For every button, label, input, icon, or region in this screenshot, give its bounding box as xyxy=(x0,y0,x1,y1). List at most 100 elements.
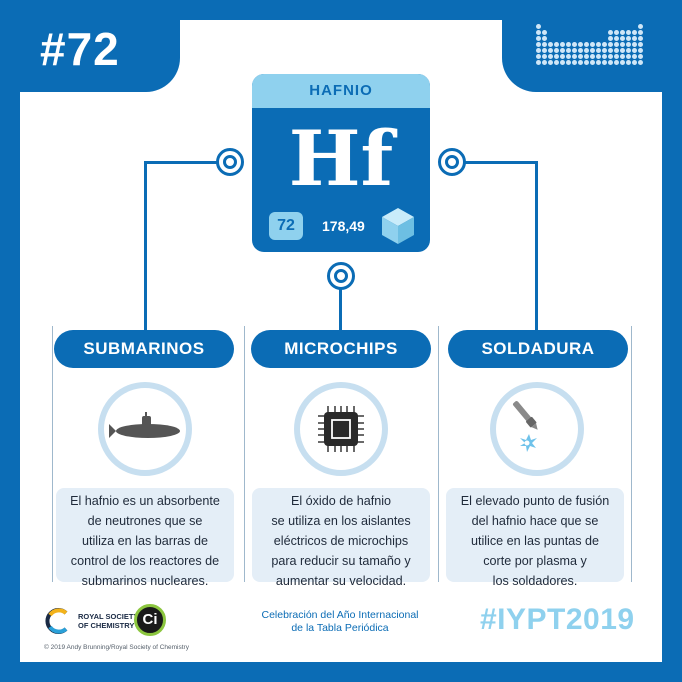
periodic-table-dot xyxy=(638,30,643,35)
periodic-table-dot xyxy=(554,48,559,53)
footer-caption: Celebración del Año Internacional de la … xyxy=(261,609,419,634)
periodic-table-dot xyxy=(632,36,637,41)
periodic-table-dot xyxy=(584,42,589,47)
periodic-table-dot xyxy=(578,48,583,53)
periodic-table-dot xyxy=(572,54,577,59)
periodic-table-dot xyxy=(620,60,625,65)
connector-node-left xyxy=(216,148,244,176)
connector-left-horizontal xyxy=(146,161,230,164)
periodic-table-dot xyxy=(620,30,625,35)
use-title-soldadura: SOLDADURA xyxy=(448,330,628,368)
periodic-table-dot xyxy=(632,30,637,35)
periodic-table-dot xyxy=(566,48,571,53)
submarine-icon-circle xyxy=(98,382,192,476)
element-tile: HAFNIO Hf 72 178,49 xyxy=(252,74,430,252)
periodic-table-dot xyxy=(614,30,619,35)
cube-icon xyxy=(382,208,414,244)
periodic-table-dot xyxy=(632,54,637,59)
periodic-table-dot xyxy=(554,54,559,59)
periodic-table-dot xyxy=(626,60,631,65)
periodic-table-dot xyxy=(632,42,637,47)
periodic-table-dot xyxy=(608,42,613,47)
periodic-table-dot xyxy=(626,36,631,41)
microchip-icon-circle xyxy=(294,382,388,476)
column-divider xyxy=(631,326,632,582)
periodic-table-dot xyxy=(620,36,625,41)
periodic-table-dot xyxy=(566,54,571,59)
periodic-table-dot xyxy=(596,54,601,59)
periodic-table-dot xyxy=(620,54,625,59)
rsc-wordmark: ROYAL SOCIETY OF CHEMISTRY xyxy=(78,612,139,630)
periodic-table-dot xyxy=(536,54,541,59)
periodic-table-dot xyxy=(548,54,553,59)
submarine-icon xyxy=(109,412,180,438)
use-description-submarinos: El hafnio es un absorbente de neutrones … xyxy=(56,488,234,588)
column-divider xyxy=(438,326,439,582)
periodic-table-dot xyxy=(542,30,547,35)
periodic-table-dot xyxy=(548,48,553,53)
periodic-table-dot xyxy=(548,42,553,47)
periodic-table-dot xyxy=(626,48,631,53)
periodic-table-dot xyxy=(638,42,643,47)
element-symbol: Hf xyxy=(288,114,394,203)
periodic-table-dot xyxy=(542,36,547,41)
column-divider xyxy=(244,326,245,582)
periodic-table-dot xyxy=(536,48,541,53)
periodic-table-dot xyxy=(536,24,541,29)
periodic-table-dot xyxy=(626,54,631,59)
connector-node-right xyxy=(438,148,466,176)
element-name-band xyxy=(252,74,430,108)
periodic-table-dot xyxy=(602,60,607,65)
periodic-table-dot xyxy=(638,54,643,59)
periodic-table-dot xyxy=(584,60,589,65)
periodic-table-dot xyxy=(638,36,643,41)
periodic-table-dot xyxy=(536,60,541,65)
periodic-table-dot xyxy=(608,60,613,65)
issue-number: #72 xyxy=(40,23,120,75)
periodic-table-dot xyxy=(590,60,595,65)
connector-node-center xyxy=(327,262,355,290)
periodic-table-dot xyxy=(536,36,541,41)
periodic-table-dot xyxy=(578,42,583,47)
connector-left-vertical xyxy=(144,161,147,331)
periodic-table-dot xyxy=(566,42,571,47)
periodic-table-dot xyxy=(620,48,625,53)
use-description-soldadura: El elevado punto de fusión del hafnio ha… xyxy=(446,488,624,588)
rsc-logo xyxy=(45,608,68,634)
atomic-number: 72 xyxy=(269,212,303,240)
periodic-table-dot xyxy=(632,48,637,53)
periodic-table-icon xyxy=(536,24,644,76)
periodic-table-dot xyxy=(542,42,547,47)
atomic-mass: 178,49 xyxy=(322,218,365,234)
periodic-table-dot xyxy=(638,24,643,29)
periodic-table-dot xyxy=(572,60,577,65)
periodic-table-dot xyxy=(560,60,565,65)
connector-right-horizontal xyxy=(452,161,536,164)
column-divider xyxy=(52,326,53,582)
periodic-table-dot xyxy=(614,36,619,41)
connector-center-vertical xyxy=(339,276,342,332)
plasma-torch-icon xyxy=(513,401,538,452)
periodic-table-dot xyxy=(638,60,643,65)
periodic-table-dot xyxy=(584,54,589,59)
plasma-torch-icon-circle xyxy=(490,382,584,476)
header-tab-left xyxy=(20,20,180,92)
periodic-table-dot xyxy=(596,60,601,65)
periodic-table-dot xyxy=(572,42,577,47)
periodic-table-dot xyxy=(614,54,619,59)
copyright: © 2019 Andy Brunning/Royal Society of Ch… xyxy=(44,644,189,651)
periodic-table-dot xyxy=(608,54,613,59)
periodic-table-dot xyxy=(602,54,607,59)
periodic-table-dot xyxy=(620,42,625,47)
periodic-table-dot xyxy=(554,42,559,47)
hashtag: #IYPT2019 xyxy=(480,603,635,636)
periodic-table-dot xyxy=(572,48,577,53)
periodic-table-dot xyxy=(536,30,541,35)
periodic-table-dot xyxy=(626,42,631,47)
periodic-table-dot xyxy=(578,60,583,65)
periodic-table-dot xyxy=(560,48,565,53)
periodic-table-dot xyxy=(626,30,631,35)
periodic-table-dot xyxy=(578,54,583,59)
periodic-table-dot xyxy=(638,48,643,53)
ci-logo: Ci xyxy=(134,604,166,636)
